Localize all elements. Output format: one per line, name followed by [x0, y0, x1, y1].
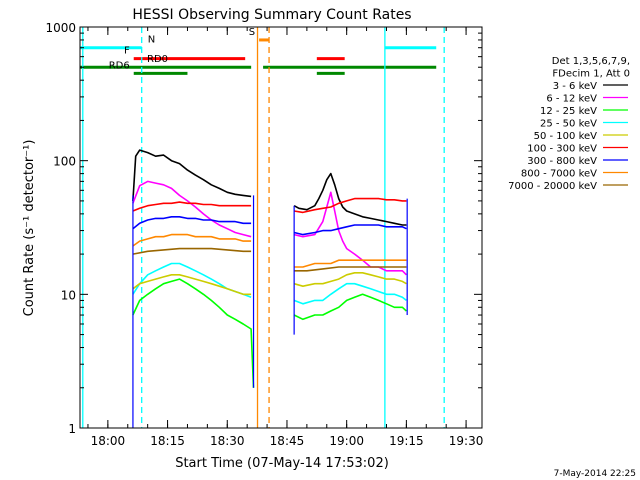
legend-entry-800-7000-kev: 800 - 7000 keV: [521, 169, 597, 180]
y-axis-ticks: 1 10 100 1000: [45, 21, 482, 436]
legend-entry-50-100-kev: 50 - 100 keV: [534, 131, 598, 142]
legend-entry-3-6-kev: 3 - 6 keV: [553, 81, 597, 92]
legend-header-line: Det 1,3,5,6,7,9,: [552, 56, 630, 67]
series-line-3-6-kev-0: [132, 149, 252, 201]
series-line-800-7000-kev-0: [132, 233, 252, 247]
flag-label-f: F: [124, 46, 130, 57]
chart-title: HESSI Observing Summary Count Rates: [132, 7, 411, 23]
series-line-25-50-kev-1: [293, 282, 407, 305]
series-line-100-300-kev-0: [132, 201, 252, 212]
x-axis-label: Start Time (07-May-14 17:53:02): [175, 456, 389, 471]
x-tick-label: 19:30: [449, 434, 484, 448]
x-tick-label: 19:15: [389, 434, 424, 448]
series-line-50-100-kev-1: [293, 271, 407, 288]
series-line-12-25-kev-1: [293, 293, 407, 321]
series-line-300-800-kev-0: [132, 216, 252, 230]
legend-header-line: FDecim 1, Att 0: [552, 69, 630, 80]
series-line-300-800-kev-1: [293, 224, 407, 236]
series-line-12-25-kev-0: [132, 278, 255, 388]
series-lines: [132, 149, 408, 428]
legend: Det 1,3,5,6,7,9, FDecim 1, Att 03 - 6 keV…: [508, 56, 630, 192]
legend-entry-7000-20000-kev: 7000 - 20000 keV: [508, 181, 597, 192]
y-tick-label: 1000: [45, 21, 76, 35]
x-tick-label: 18:45: [270, 434, 305, 448]
flag-label-n: N: [148, 35, 155, 46]
footer-timestamp: 7-May-2014 22:25: [554, 469, 636, 479]
x-axis-ticks: 18:00 18:15 18:30 18:45 19:00 19:15 19:30: [87, 27, 484, 448]
y-tick-label: 100: [53, 155, 76, 169]
flag-bars: N S F RD0 RD6: [80, 27, 437, 75]
series-line-100-300-kev-1: [293, 197, 407, 214]
legend-entry-12-25-kev: 12 - 25 keV: [540, 106, 597, 117]
series-line-7000-20000-kev-0: [132, 247, 252, 255]
flag-label-rd6: RD6: [109, 60, 130, 71]
y-axis-label: Count Rate (s⁻¹ detector⁻¹): [22, 140, 37, 317]
y-tick-label: 1: [68, 422, 76, 436]
legend-entry-6-12-kev: 6 - 12 keV: [546, 94, 597, 105]
series-line-6-12-kev-1: [293, 191, 407, 276]
flag-label-s: S: [249, 27, 255, 38]
series-line-800-7000-kev-1: [294, 259, 407, 268]
legend-entry-25-50-kev: 25 - 50 keV: [540, 119, 597, 130]
series-line-7000-20000-kev-1: [294, 266, 407, 272]
y-tick-label: 10: [61, 288, 76, 302]
x-tick-label: 19:00: [329, 434, 364, 448]
legend-entry-100-300-kev: 100 - 300 keV: [527, 144, 597, 155]
flag-label-rd0: RD0: [147, 54, 168, 65]
series-line-50-100-kev-0: [132, 273, 252, 296]
x-tick-label: 18:00: [91, 434, 126, 448]
x-tick-label: 18:30: [210, 434, 245, 448]
plot-frame: [79, 26, 483, 429]
legend-entry-300-800-kev: 300 - 800 keV: [527, 156, 597, 167]
x-tick-label: 18:15: [150, 434, 185, 448]
vertical-markers: [82, 27, 445, 428]
